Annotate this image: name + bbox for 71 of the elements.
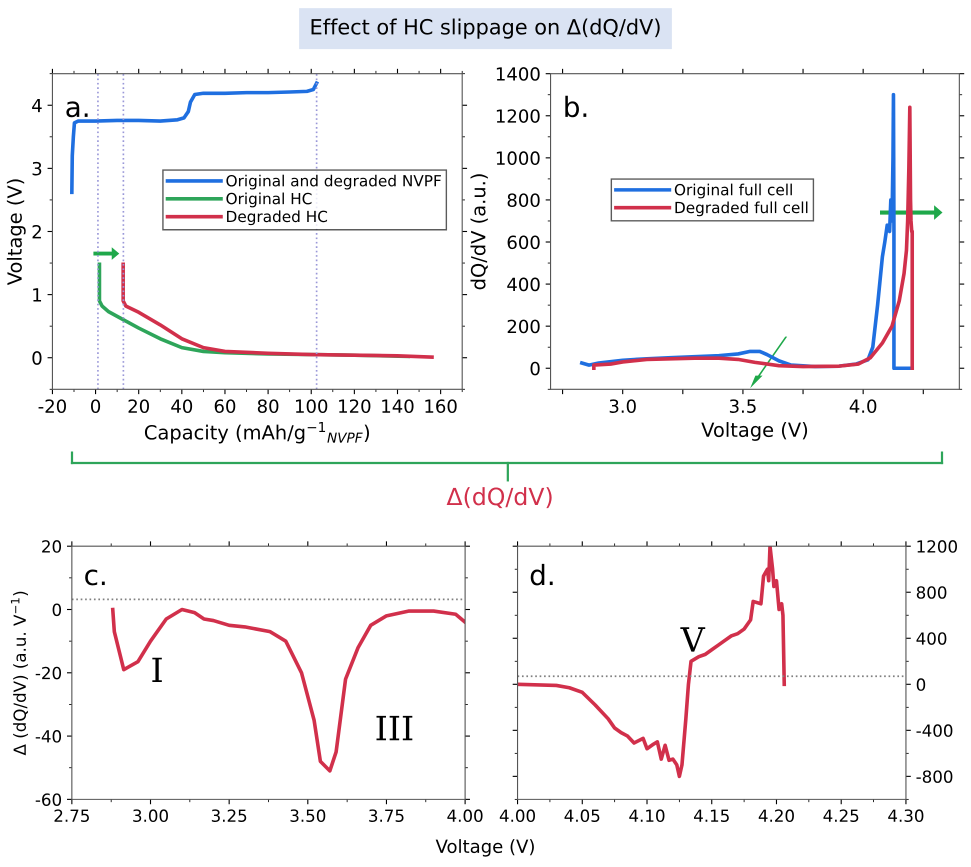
annotation: I [152, 658, 162, 682]
y-tick-label: 600 [508, 235, 540, 250]
x-tick-label: 4.05 [564, 809, 600, 822]
y-tick-label: 2 [32, 224, 41, 238]
legend-label: Degraded HC [227, 210, 328, 226]
y-tick-label: 400 [916, 632, 946, 645]
y-tick-label: 3 [32, 162, 42, 176]
x-axis-title: Voltage (V) [701, 422, 808, 441]
x-tick-label: 4.10 [629, 809, 664, 822]
x-tick-label: 4.30 [888, 809, 924, 822]
y-tick-label: -40 [36, 730, 62, 743]
x-tick-label: 3.75 [369, 809, 404, 822]
x-tick-label: 100 [296, 399, 328, 413]
y-axis-title: Voltage (V) [6, 179, 26, 286]
x-tick-label: 3.5 [730, 399, 756, 413]
y-tick-label: -400 [916, 724, 952, 737]
y-tick-label: 4 [32, 98, 42, 112]
annotation: V [680, 627, 706, 652]
x-tick-label: 4.0 [850, 399, 876, 413]
x-tick-label: 4.00 [500, 809, 535, 822]
x-tick-label: 3.0 [610, 399, 636, 413]
x-axis-title: Capacity (mAh/g$^{−1}$$_{NVPF}$) [144, 422, 370, 444]
legend-label: Original full cell [674, 184, 792, 198]
annotation: b. [565, 96, 586, 118]
y-axis-title: dQ/dV (a.u.) [470, 174, 488, 290]
line-series [518, 546, 786, 778]
y-tick-label: 0 [530, 362, 540, 376]
x-tick-label: 20 [128, 399, 149, 413]
annotation: d. [530, 564, 553, 586]
x-tick-label: 140 [382, 399, 414, 413]
chart-title: Effect of HC slippage on Δ(dQ/dV) [312, 18, 660, 39]
annotation: III [376, 716, 412, 740]
x-tick-label: 4.20 [758, 809, 794, 822]
x-tick-label: 120 [339, 399, 370, 413]
x-tick-label: 3.50 [290, 809, 326, 822]
y-tick-label: 1200 [496, 109, 540, 123]
line-series [110, 608, 466, 773]
x-tick-label: 0 [91, 399, 100, 413]
y-tick-label: 400 [507, 278, 540, 292]
y-tick-label: 1200 [917, 540, 957, 553]
x-tick-label: 4.25 [823, 809, 858, 822]
x-tick-label: 60 [214, 399, 236, 413]
y-tick-label: 0 [32, 351, 42, 365]
y-tick-label: -20 [36, 666, 62, 680]
y-tick-label: 20 [42, 540, 62, 553]
y-tick-label: 200 [508, 320, 540, 334]
y-tick-label: 0 [916, 678, 926, 691]
x-axis-title: Voltage (V) [436, 839, 534, 857]
y-tick-label: 800 [508, 193, 540, 208]
x-tick-label: 40 [171, 399, 192, 413]
y-tick-label: 1000 [496, 151, 540, 165]
annotation: c. [85, 569, 105, 586]
x-tick-label: 3.25 [212, 809, 246, 822]
legend-label: Original and degraded NVPF [226, 174, 441, 190]
x-tick-label: 4.00 [447, 809, 483, 822]
x-tick-label: 160 [425, 399, 457, 413]
y-tick-label: -800 [916, 770, 952, 783]
y-tick-label: 800 [916, 586, 946, 599]
annotation: a. [66, 101, 88, 118]
y-axis-title: Δ (dQ/dV) (a.u. V$^{−1}$) [10, 592, 28, 756]
y-tick-label: 1400 [496, 67, 540, 81]
legend-label: Original HC [226, 192, 312, 208]
chart-title: Δ(dQ/dV) [446, 487, 552, 508]
y-tick-label: -60 [36, 793, 62, 806]
x-tick-label: 4.15 [694, 810, 729, 822]
y-tick-label: 1 [33, 288, 42, 302]
x-tick-label: 80 [258, 399, 278, 413]
y-tick-label: 0 [52, 603, 62, 616]
x-tick-label: 2.75 [54, 809, 89, 822]
x-tick-label: 3.00 [133, 809, 168, 822]
legend-label: Degraded full cell [675, 201, 808, 216]
